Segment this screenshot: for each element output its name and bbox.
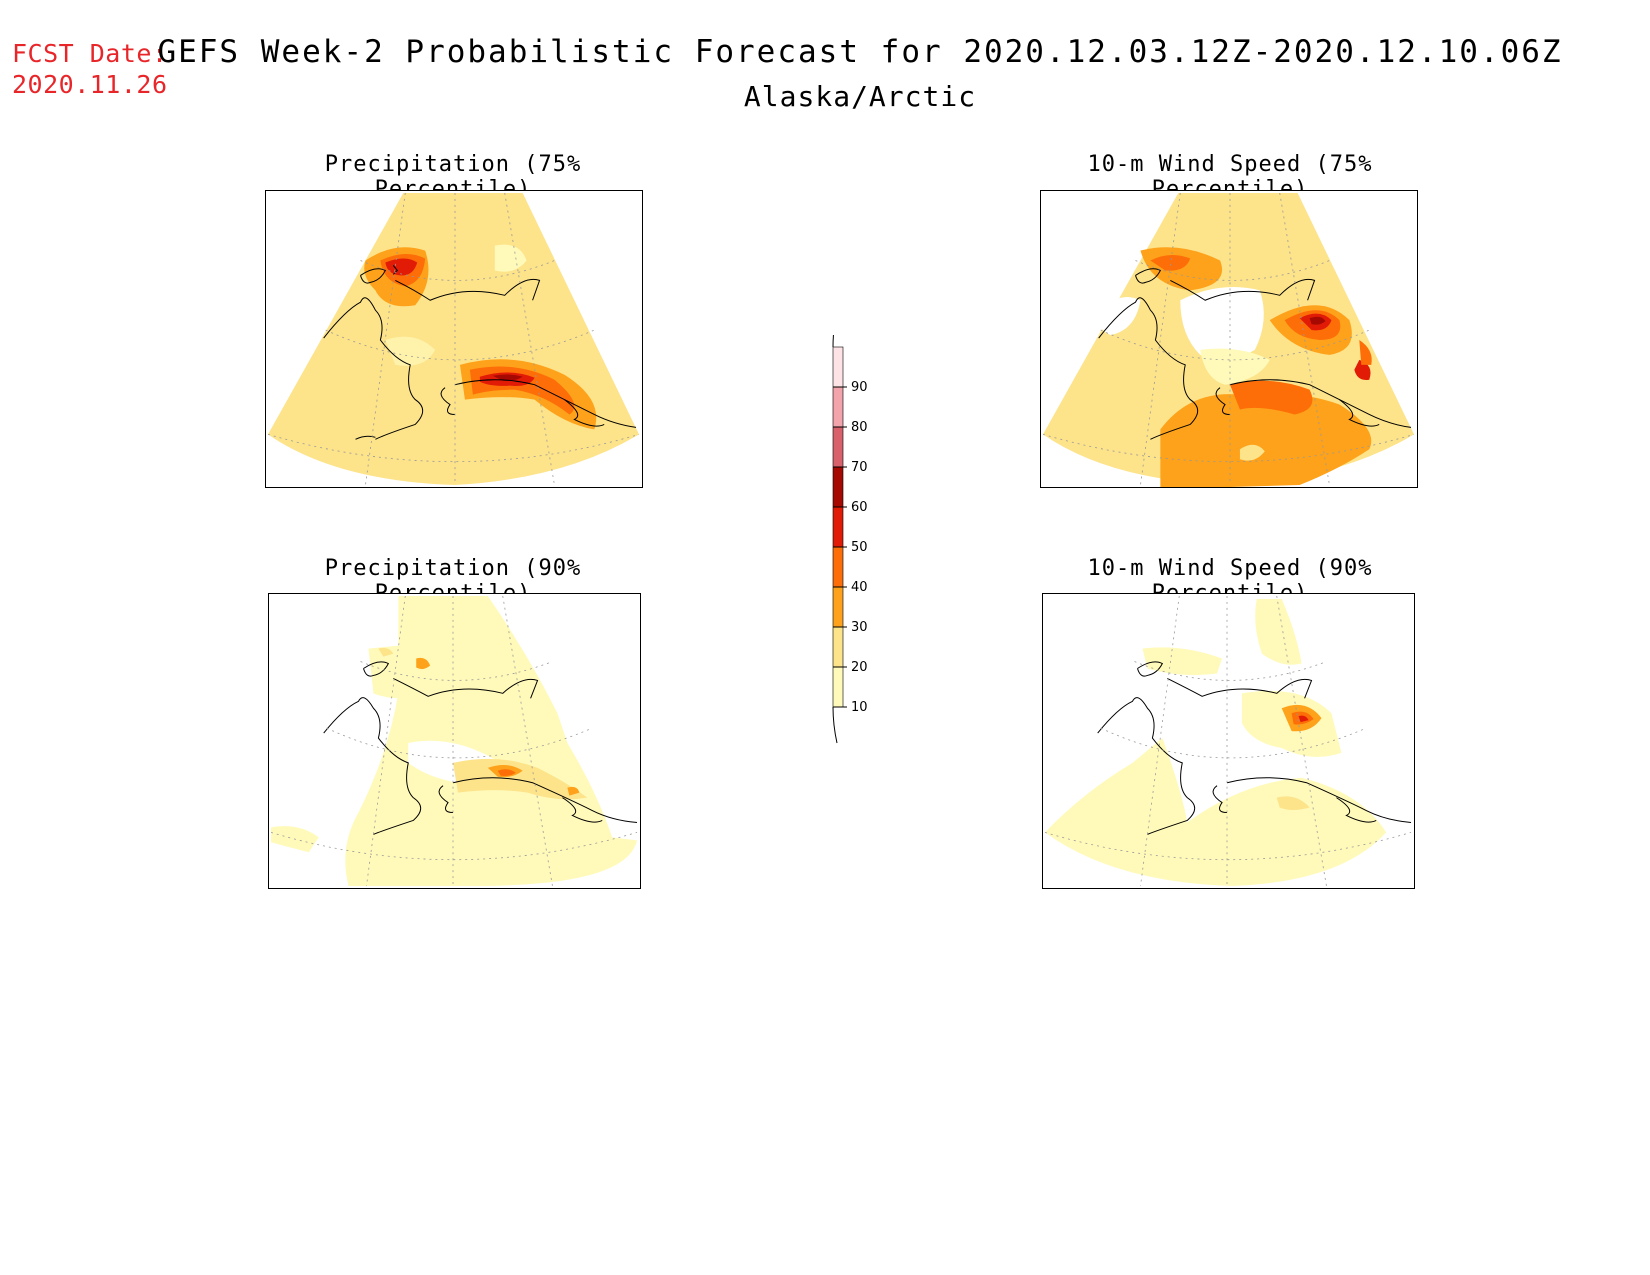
legend-tail-bottom — [832, 706, 838, 744]
legend-swatch-60 — [833, 467, 843, 507]
legend-swatch-50 — [833, 507, 843, 547]
forecast-date-label: FCST Date: — [12, 39, 168, 68]
legend-label-90: 90 — [851, 380, 868, 395]
legend-label-20: 20 — [851, 660, 868, 675]
legend-swatch-30 — [833, 587, 843, 627]
legend-label-40: 40 — [851, 580, 868, 595]
map-wind-90 — [1042, 593, 1415, 889]
legend-swatch-80 — [833, 387, 843, 427]
legend-label-30: 30 — [851, 620, 868, 635]
legend-swatch-10 — [833, 667, 843, 707]
legend-swatch-40 — [833, 547, 843, 587]
legend-swatch-90 — [833, 347, 843, 387]
legend-label-70: 70 — [851, 460, 868, 475]
map-wind-75 — [1040, 190, 1418, 488]
map-precip-90 — [268, 593, 641, 889]
legend-label-80: 80 — [851, 420, 868, 435]
legend-swatch-20 — [833, 627, 843, 667]
forecast-date: FCST Date: 2020.11.26 — [12, 38, 168, 100]
legend-label-50: 50 — [851, 540, 868, 555]
panel-title-wind-75: 10-m Wind Speed (75% Percentile) — [1087, 152, 1373, 202]
forecast-date-value: 2020.11.26 — [12, 70, 168, 99]
legend-swatch-70 — [833, 427, 843, 467]
page-subtitle: Alaska/Arctic — [743, 80, 977, 113]
legend-outline — [832, 346, 844, 708]
legend-tail-top — [832, 335, 834, 348]
map-precip-75 — [265, 190, 643, 488]
legend-label-60: 60 — [851, 500, 868, 515]
legend-label-10: 10 — [851, 700, 868, 715]
color-legend: 10 20 30 40 50 60 70 80 90 — [825, 335, 895, 745]
page-title: GEFS Week-2 Probabilistic Forecast for 2… — [157, 34, 1563, 70]
